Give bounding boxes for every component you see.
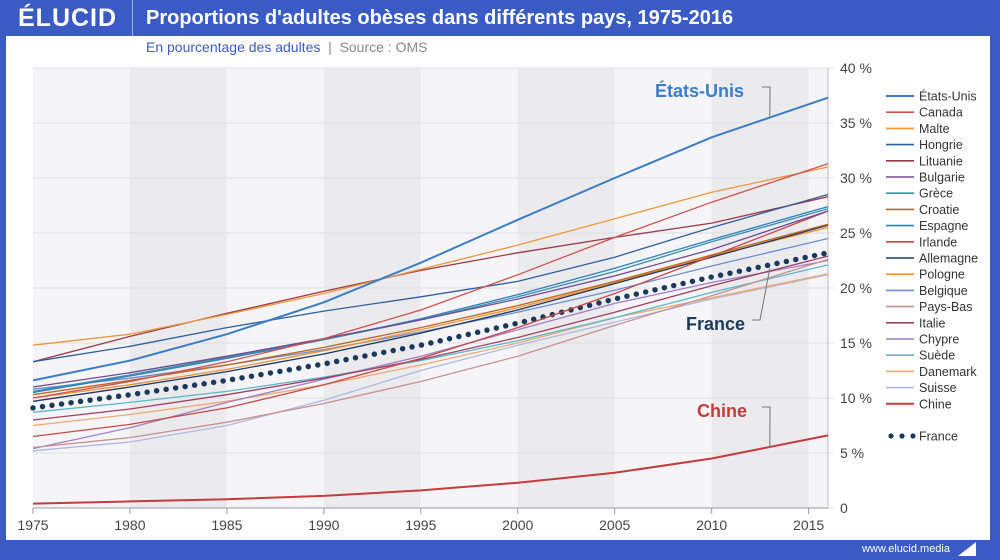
y-tick-label: 30 % (840, 170, 872, 186)
legend-label: Malte (919, 122, 950, 136)
series-line-Canada (32, 163, 829, 399)
series-line-Suède (32, 264, 829, 413)
series-line-Malte (32, 166, 829, 346)
y-tick-label: 25 % (840, 225, 872, 241)
elucid-mark-icon (958, 542, 976, 556)
series-line-Belgique (32, 237, 829, 390)
legend-label: Chine (919, 397, 952, 411)
x-tick-label: 2000 (502, 517, 533, 533)
subtitle-separator: | (328, 39, 332, 55)
legend-label: États-Unis (919, 89, 977, 104)
series-line-Bulgarie (32, 210, 829, 388)
legend-label: Chypre (919, 333, 959, 347)
series-line-Suisse (32, 274, 829, 452)
legend-label: Suisse (919, 381, 957, 395)
y-tick-label: 5 % (840, 445, 864, 461)
series-line-Hongrie (32, 193, 829, 363)
legend-label: Pays-Bas (919, 300, 973, 314)
legend-label: Bulgarie (919, 171, 965, 185)
legend-label: Belgique (919, 284, 968, 298)
source-text: Source : OMS (339, 39, 428, 55)
subtitle-text: En pourcentage des adultes (146, 39, 321, 55)
x-tick-label: 1980 (114, 517, 145, 533)
series-line-Espagne (32, 205, 829, 394)
legend-label: Italie (919, 316, 945, 330)
chart-title: Proportions d'adultes obèses dans différ… (146, 7, 734, 29)
y-tick-label: 0 (840, 500, 848, 516)
legend-label: Suède (919, 349, 955, 363)
series-line-États-Unis (32, 96, 829, 382)
legend-label: Irlande (919, 235, 957, 249)
header: ÉLUCID Proportions d'adultes obèses dans… (0, 0, 1000, 36)
series-line-Pays-Bas (32, 258, 829, 449)
header-divider (132, 0, 133, 36)
x-tick-label: 1990 (308, 517, 339, 533)
legend-label: Canada (919, 106, 963, 120)
x-tick-label: 2010 (696, 517, 727, 533)
legend-label: Grèce (919, 187, 953, 201)
annotation-leader (762, 86, 771, 118)
x-tick-label: 1975 (17, 517, 48, 533)
legend-dot (899, 433, 905, 439)
x-tick-label: 1985 (211, 517, 242, 533)
legend-label: Croatie (919, 203, 959, 217)
annotation-label: Chine (697, 401, 747, 421)
footer-url[interactable]: www.elucid.media (861, 543, 950, 555)
series-line-Chine (32, 434, 829, 505)
x-tick-label: 2005 (599, 517, 630, 533)
legend-dot (888, 433, 894, 439)
chart-subtitle: En pourcentage des adultes | Source : OM… (146, 39, 427, 55)
legend-dot (910, 433, 916, 439)
series-line-Allemagne (32, 224, 829, 402)
annotation-label: États-Unis (655, 80, 744, 101)
legend-label: Lituanie (919, 154, 963, 168)
y-tick-label: 40 % (840, 60, 872, 76)
series-line-Irlande (32, 210, 829, 438)
annotation-label: France (686, 314, 745, 334)
legend-label: Danemark (919, 365, 977, 379)
legend-label: Espagne (919, 219, 968, 233)
series-line-Pologne (32, 226, 829, 399)
series-line-Danemark (32, 273, 829, 427)
y-tick-label: 10 % (840, 390, 872, 406)
legend-label: Hongrie (919, 138, 963, 152)
annotation-leader (752, 268, 771, 321)
elucid-logo: ÉLUCID (18, 4, 118, 32)
annotation-leader (762, 406, 771, 448)
y-tick-label: 20 % (840, 280, 872, 296)
x-tick-label: 1995 (405, 517, 436, 533)
legend-label: Allemagne (919, 252, 978, 266)
y-tick-label: 15 % (840, 335, 872, 351)
series-line-Lituanie (32, 196, 829, 363)
x-tick-label: 2015 (793, 517, 824, 533)
legend-label: Pologne (919, 268, 965, 282)
series-line-Italie (32, 255, 829, 421)
legend-label: France (919, 430, 958, 444)
y-tick-label: 35 % (840, 115, 872, 131)
series-line-France (30, 250, 831, 411)
